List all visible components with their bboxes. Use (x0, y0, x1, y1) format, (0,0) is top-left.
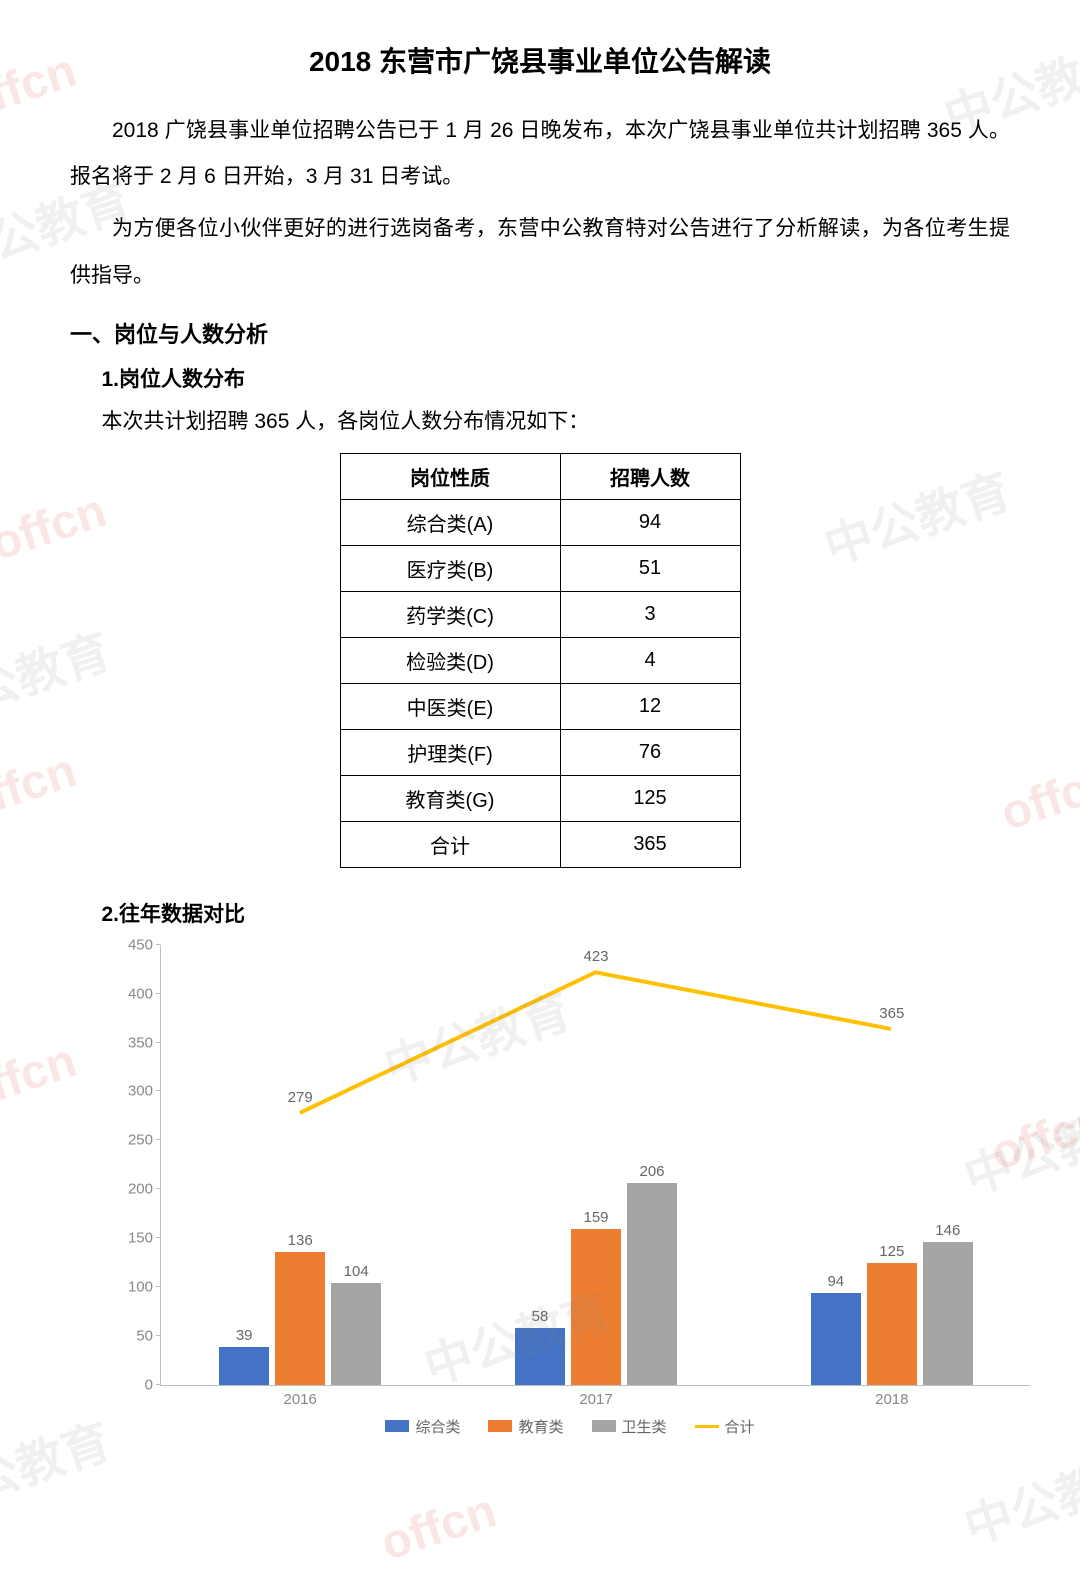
legend-label: 教育类 (518, 1416, 563, 1437)
y-axis-label: 250 (128, 1132, 161, 1149)
watermark: 中公教育 (814, 452, 1018, 578)
table-cell: 12 (560, 683, 740, 729)
table-cell: 综合类(A) (340, 499, 560, 545)
legend-item: 合计 (695, 1416, 755, 1437)
bar: 206 (627, 1183, 677, 1384)
table-cell: 4 (560, 637, 740, 683)
table-cell: 检验类(D) (340, 637, 560, 683)
watermark: 中公教育 (954, 1432, 1080, 1558)
table-row: 综合类(A)94 (340, 499, 740, 545)
y-axis-label: 350 (128, 1034, 161, 1051)
table-row: 合计365 (340, 821, 740, 867)
bar-value-label: 159 (583, 1209, 608, 1229)
bar-value-label: 136 (288, 1232, 313, 1252)
y-axis-label: 100 (128, 1278, 161, 1295)
sub-heading-2: 2.往年数据对比 (102, 898, 1011, 928)
table-cell: 教育类(G) (340, 775, 560, 821)
bar-value-label: 58 (532, 1308, 549, 1328)
positions-table: 岗位性质 招聘人数 综合类(A)94医疗类(B)51药学类(C)3检验类(D)4… (340, 453, 741, 868)
intro-text-1: 本次共计划招聘 365 人，各岗位人数分布情况如下： (102, 405, 1011, 435)
legend-item: 教育类 (488, 1416, 563, 1437)
y-axis-label: 0 (145, 1376, 161, 1393)
watermark: offcn (0, 483, 113, 572)
table-cell: 护理类(F) (340, 729, 560, 775)
line-value-label: 423 (583, 948, 608, 965)
bar-value-label: 206 (639, 1163, 664, 1183)
bar-group: 58159206 (515, 1183, 677, 1384)
table-cell: 125 (560, 775, 740, 821)
bar: 146 (923, 1242, 973, 1385)
section-heading-1: 一、岗位与人数分析 (70, 317, 1010, 349)
sub-heading-1: 1.岗位人数分布 (102, 363, 1011, 393)
table-cell: 3 (560, 591, 740, 637)
table-cell: 合计 (340, 821, 560, 867)
table-row: 护理类(F)76 (340, 729, 740, 775)
table-cell: 51 (560, 545, 740, 591)
table-cell: 76 (560, 729, 740, 775)
table-cell: 医疗类(B) (340, 545, 560, 591)
legend-label: 卫生类 (622, 1416, 667, 1437)
legend-swatch (695, 1425, 719, 1428)
watermark: 中公教育 (0, 1402, 118, 1528)
bar-value-label: 39 (236, 1327, 253, 1347)
watermark: 中公教育 (0, 612, 118, 738)
watermark: offcn (994, 753, 1080, 842)
legend-item: 综合类 (385, 1416, 460, 1437)
table-header: 岗位性质 (340, 453, 560, 499)
line-value-label: 365 (879, 1005, 904, 1022)
line-value-label: 279 (288, 1089, 313, 1106)
table-row: 教育类(G)125 (340, 775, 740, 821)
y-axis-label: 150 (128, 1230, 161, 1247)
y-axis-label: 50 (136, 1327, 161, 1344)
table-row: 药学类(C)3 (340, 591, 740, 637)
bar-value-label: 125 (879, 1243, 904, 1263)
y-axis-label: 200 (128, 1181, 161, 1198)
legend-swatch (385, 1420, 409, 1432)
watermark: offcn (0, 1033, 83, 1122)
bar-value-label: 146 (935, 1222, 960, 1242)
legend-item: 卫生类 (592, 1416, 667, 1437)
bar-value-label: 104 (344, 1263, 369, 1283)
table-cell: 中医类(E) (340, 683, 560, 729)
table-row: 医疗类(B)51 (340, 545, 740, 591)
paragraph-1: 2018 广饶县事业单位招聘公告已于 1 月 26 日晚发布，本次广饶县事业单位… (70, 108, 1010, 200)
table-row: 中医类(E)12 (340, 683, 740, 729)
bar: 159 (571, 1229, 621, 1384)
x-axis-label: 2016 (284, 1385, 317, 1408)
table-row: 检验类(D)4 (340, 637, 740, 683)
bar: 104 (331, 1283, 381, 1385)
bar: 58 (515, 1328, 565, 1385)
table-header: 招聘人数 (560, 453, 740, 499)
yearly-comparison-chart: 0501001502002503003504004503913610420165… (110, 946, 1030, 1437)
bar: 136 (275, 1252, 325, 1385)
bar-group: 94125146 (811, 1242, 973, 1385)
x-axis-label: 2018 (875, 1385, 908, 1408)
paragraph-2: 为方便各位小伙伴更好的进行选岗备考，东营中公教育特对公告进行了分析解读，为各位考… (70, 206, 1010, 298)
legend-swatch (592, 1420, 616, 1432)
y-axis-label: 400 (128, 985, 161, 1002)
legend-label: 综合类 (415, 1416, 460, 1437)
bar: 125 (867, 1263, 917, 1385)
watermark: offcn (0, 743, 83, 832)
bar: 94 (811, 1293, 861, 1385)
bar-group: 39136104 (219, 1252, 381, 1385)
bar: 39 (219, 1347, 269, 1385)
page-title: 2018 东营市广饶县事业单位公告解读 (70, 40, 1010, 80)
table-cell: 365 (560, 821, 740, 867)
x-axis-label: 2017 (579, 1385, 612, 1408)
watermark: offcn (374, 1483, 503, 1572)
table-cell: 药学类(C) (340, 591, 560, 637)
legend-swatch (488, 1420, 512, 1432)
y-axis-label: 450 (128, 936, 161, 953)
legend-label: 合计 (725, 1416, 755, 1437)
table-cell: 94 (560, 499, 740, 545)
y-axis-label: 300 (128, 1083, 161, 1100)
chart-legend: 综合类 教育类 卫生类 合计 (110, 1416, 1030, 1437)
bar-value-label: 94 (827, 1273, 844, 1293)
